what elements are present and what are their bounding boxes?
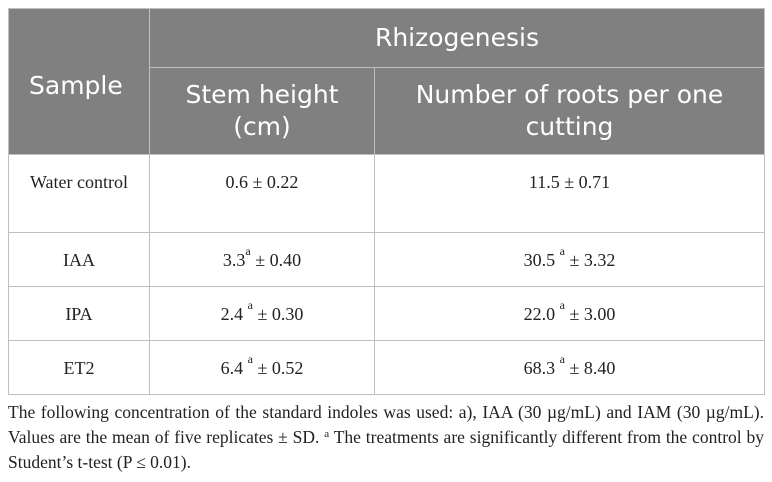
significance-mark: a bbox=[559, 243, 565, 258]
cell-sample: IAA bbox=[8, 232, 150, 287]
cell-value: 2.4 bbox=[220, 303, 244, 324]
table-footnote: The following concentration of the stand… bbox=[8, 400, 764, 475]
cell-value: 0.6 bbox=[225, 172, 249, 192]
header-rhizogenesis: Rhizogenesis bbox=[149, 8, 765, 68]
table-row: Water control 0.6 ± 0.22 11.5 ± 0.71 bbox=[8, 154, 765, 233]
cell-roots: 11.5 ± 0.71 bbox=[374, 154, 765, 233]
cell-value: 22.0 bbox=[523, 303, 556, 324]
cell-sd: ± 3.32 bbox=[569, 249, 616, 270]
table-row: IPA 2.4 a ± 0.30 22.0 a ± 3.00 bbox=[8, 286, 765, 341]
header-row-2: Stem height (cm) Number of roots per one… bbox=[9, 67, 765, 155]
cell-sample: ET2 bbox=[8, 340, 150, 395]
cell-sample: Water control bbox=[8, 154, 150, 233]
cell-stem-height: 3.3a ± 0.40 bbox=[149, 232, 375, 287]
cell-sd: ± 0.22 bbox=[252, 172, 299, 192]
cell-value: 11.5 bbox=[528, 172, 560, 192]
footnote-text-continued: The treatments are significantly differe… bbox=[8, 427, 764, 472]
cell-value: 6.4 bbox=[220, 357, 244, 378]
cell-roots: 22.0 a ± 3.00 bbox=[374, 286, 765, 341]
cell-value: 30.5 bbox=[523, 249, 556, 270]
table-row: IAA 3.3a ± 0.40 30.5 a ± 3.32 bbox=[8, 232, 765, 287]
cell-stem-height: 2.4 a ± 0.30 bbox=[149, 286, 375, 341]
cell-roots: 68.3 a ± 8.40 bbox=[374, 340, 765, 395]
rhizogenesis-table: Sample Rhizogenesis Stem height (cm) Num… bbox=[8, 8, 765, 395]
cell-sd: ± 8.40 bbox=[569, 357, 616, 378]
cell-sd: ± 0.52 bbox=[257, 357, 304, 378]
significance-mark: a bbox=[559, 351, 565, 366]
cell-sd: ± 0.40 bbox=[255, 249, 302, 270]
cell-sd: ± 3.00 bbox=[569, 303, 616, 324]
header-sample: Sample bbox=[8, 8, 150, 155]
cell-value: 68.3 bbox=[523, 357, 556, 378]
header-row-1: Sample Rhizogenesis bbox=[8, 8, 765, 155]
cell-stem-height: 0.6 ± 0.22 bbox=[149, 154, 375, 233]
significance-mark: a bbox=[245, 243, 251, 258]
footnote-significance-mark: a bbox=[324, 428, 330, 440]
cell-sample: IPA bbox=[8, 286, 150, 341]
cell-stem-height: 6.4 a ± 0.52 bbox=[149, 340, 375, 395]
header-stem-height: Stem height (cm) bbox=[149, 67, 375, 155]
significance-mark: a bbox=[559, 297, 565, 312]
significance-mark: a bbox=[247, 297, 253, 312]
header-number-of-roots: Number of roots per one cutting bbox=[374, 67, 765, 155]
table-row: ET2 6.4 a ± 0.52 68.3 a ± 8.40 bbox=[8, 340, 765, 395]
data-table-container: Sample Rhizogenesis Stem height (cm) Num… bbox=[8, 8, 765, 395]
cell-sd: ± 0.71 bbox=[564, 172, 611, 192]
cell-sd: ± 0.30 bbox=[257, 303, 304, 324]
cell-roots: 30.5 a ± 3.32 bbox=[374, 232, 765, 287]
significance-mark: a bbox=[247, 351, 253, 366]
footnote-text: The following concentration of the stand… bbox=[8, 402, 764, 447]
cell-value: 3.3 bbox=[222, 249, 246, 270]
